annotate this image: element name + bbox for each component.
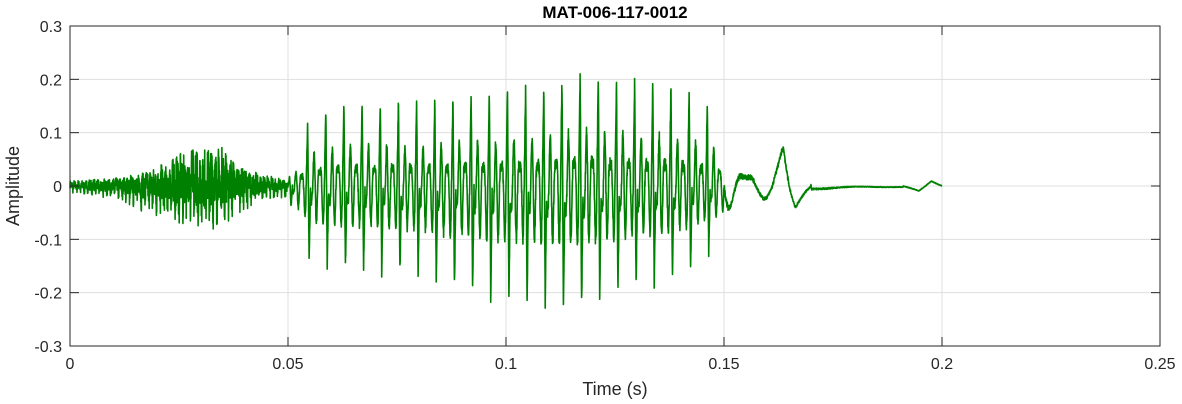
waveform-series-line [69,73,943,309]
y-tick-label: -0.3 [34,339,62,356]
x-tick-label: 0.25 [1144,356,1175,373]
y-tick-label: 0.1 [40,126,62,143]
x-tick-label: 0 [66,356,75,373]
chart-title: MAT-006-117-0012 [542,3,687,22]
y-tick-label: 0 [53,179,62,196]
y-tick-label: 0.3 [40,19,62,36]
x-axis-title: Time (s) [582,379,647,399]
series-layer [69,73,943,309]
x-tick-label: 0.05 [272,356,303,373]
x-tick-label: 0.1 [495,356,517,373]
tick-marks [69,25,1161,347]
y-axis-title: Amplitude [3,146,23,226]
y-tick-label: 0.2 [40,72,62,89]
x-tick-label: 0.2 [931,356,953,373]
y-tick-labels: -0.3 -0.2 -0.1 0 0.1 0.2 0.3 [34,19,62,356]
x-tick-label: 0.15 [708,356,739,373]
y-tick-label: -0.2 [34,286,62,303]
x-tick-labels: 0 0.05 0.1 0.15 0.2 0.25 [66,356,1176,373]
y-tick-label: -0.1 [34,232,62,249]
